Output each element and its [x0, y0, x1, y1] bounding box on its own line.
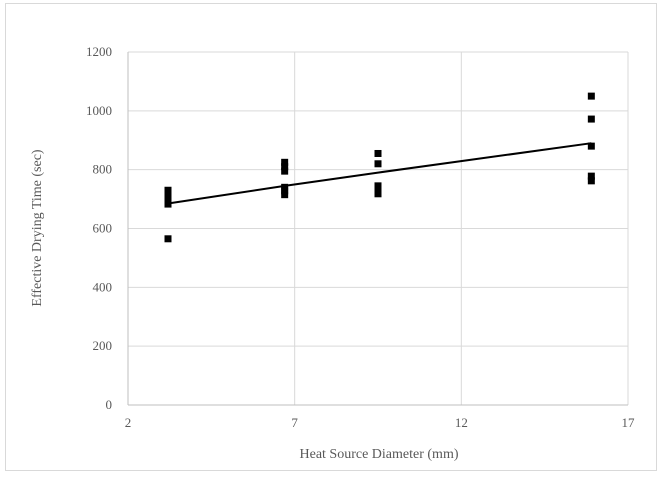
tick-labels: 0 200 400 600 800 1000 1200 2 7 12 17 — [86, 44, 635, 430]
data-point — [164, 192, 172, 200]
y-tick-label: 1000 — [86, 103, 112, 118]
y-tick-label: 800 — [93, 162, 113, 177]
data-point — [281, 187, 289, 195]
y-axis-title: Effective Drying Time (sec) — [30, 149, 45, 307]
data-point — [587, 172, 595, 180]
chart-frame — [5, 3, 657, 471]
data-point — [164, 235, 172, 243]
y-tick-label: 600 — [93, 221, 113, 236]
x-tick-label: 17 — [622, 415, 636, 430]
data-point — [281, 183, 289, 191]
y-tick-label: 0 — [106, 397, 113, 412]
y-tick-label: 1200 — [86, 44, 112, 59]
data-point — [587, 92, 595, 100]
data-point — [281, 167, 289, 175]
data-point — [374, 182, 382, 190]
data-point — [164, 186, 172, 194]
data-point — [281, 191, 289, 199]
data-point — [281, 163, 289, 171]
x-tick-label: 2 — [125, 415, 132, 430]
x-tick-label: 7 — [291, 415, 298, 430]
data-points — [164, 92, 595, 243]
x-axis-title: Heat Source Diameter (mm) — [300, 447, 459, 462]
data-point — [374, 186, 382, 194]
y-tick-label: 200 — [93, 338, 113, 353]
data-point — [281, 158, 289, 166]
data-point — [587, 115, 595, 123]
data-point — [587, 142, 595, 150]
gridlines — [128, 51, 629, 405]
y-tick-label: 400 — [93, 279, 113, 294]
data-point — [587, 177, 595, 185]
data-point — [374, 160, 382, 168]
data-point — [164, 200, 172, 208]
axes — [127, 52, 628, 406]
x-tick-label: 12 — [455, 415, 468, 430]
trend-line — [167, 142, 592, 205]
data-point — [374, 149, 382, 157]
data-point — [374, 190, 382, 198]
data-point — [164, 197, 172, 205]
